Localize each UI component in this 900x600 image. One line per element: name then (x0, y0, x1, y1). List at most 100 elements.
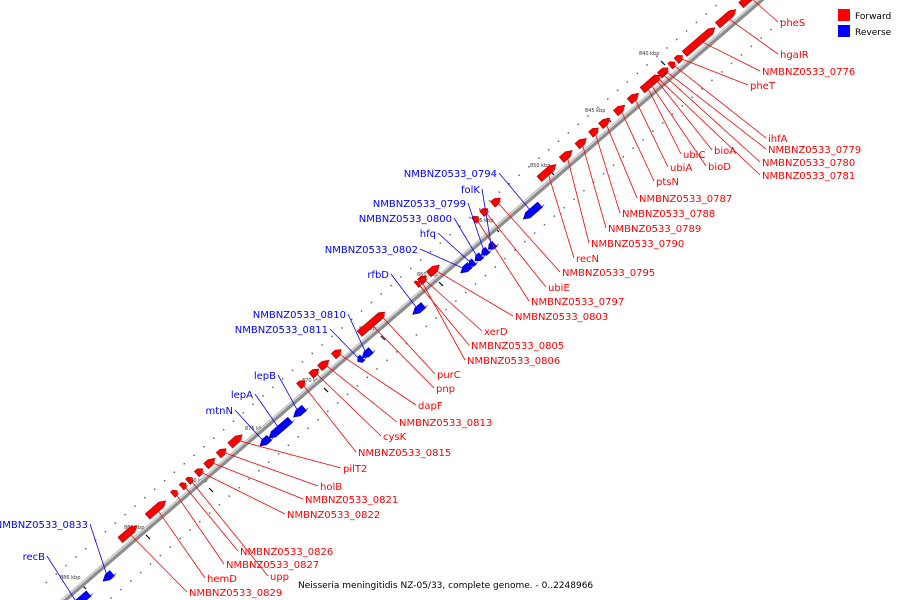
minor-tick (311, 352, 314, 355)
gene-mtnn-top (266, 437, 274, 445)
minor-tick (622, 155, 625, 158)
minor-tick (498, 191, 501, 193)
minor-tick (386, 359, 388, 362)
minor-tick (656, 55, 658, 58)
minor-tick (597, 106, 599, 109)
tick-label: 855 kbp (473, 218, 493, 224)
minor-tick (750, 45, 753, 48)
gene-nmbnz0533-0829-top (122, 529, 137, 543)
leader-hgair (726, 17, 779, 55)
gene-dapf-top (335, 352, 342, 359)
gene-layer (75, 0, 753, 600)
major-tick (145, 534, 151, 540)
minor-tick (85, 547, 87, 550)
minor-tick (602, 172, 605, 175)
gene-label-nmbnz0533-0787: NMBNZ0533_0787 (639, 194, 732, 205)
tick-label: 850 kbp (530, 163, 550, 169)
leader-nmbnz0533-0797 (475, 218, 530, 302)
leader-ihfa (672, 63, 767, 139)
minor-tick (222, 429, 225, 431)
gene-label-phes: pheS (780, 18, 805, 29)
gene-nmbnz0533-0815 (296, 380, 306, 390)
minor-tick (577, 123, 579, 126)
minor-tick (464, 291, 467, 294)
gene-nmbnz0533-0802-top (467, 264, 475, 272)
minor-tick (681, 105, 684, 107)
gene-label-dapf: dapF (418, 401, 443, 412)
minor-tick (149, 563, 152, 565)
gene-hgair-top (719, 12, 736, 29)
minor-tick (267, 461, 270, 463)
leader-nmbnz0533-0813 (324, 363, 398, 423)
minor-tick (695, 21, 698, 24)
leader-nmbnz0533-0821 (210, 461, 304, 500)
gene-label-pnp: pnp (436, 384, 455, 395)
leader-nmbnz0533-0806 (420, 280, 466, 361)
minor-tick (55, 573, 57, 575)
minor-tick (248, 478, 250, 480)
leader-recb (46, 555, 76, 600)
leader-mtnn (234, 409, 265, 443)
minor-tick (760, 37, 762, 39)
leader-nmbnz0533-0789 (581, 142, 607, 229)
minor-tick (770, 28, 772, 31)
leader-nmbnz0533-0822 (199, 471, 286, 515)
legend: Forward Reverse (838, 9, 892, 38)
gene-label-hfq: hfq (420, 229, 436, 240)
minor-tick (705, 13, 707, 15)
leader-ubia (633, 97, 669, 168)
leader-nmbnz0533-0826 (183, 484, 239, 552)
leader-rfbd (390, 273, 419, 310)
leader-ubie (484, 210, 547, 288)
legend-reverse-swatch (838, 25, 850, 37)
minor-tick (445, 308, 447, 311)
gene-label-nmbnz0533-0779: NMBNZ0533_0779 (768, 145, 861, 156)
leader-nmbnz0533-0799 (467, 202, 485, 253)
leader-phes (752, 0, 779, 23)
gene-label-upp: upp (270, 572, 289, 583)
leader-biod (649, 83, 707, 167)
gene-label-nmbnz0533-0797: NMBNZ0533_0797 (531, 297, 624, 308)
backbone-layer (60, 0, 765, 600)
minor-tick (124, 513, 126, 516)
minor-tick (557, 140, 560, 143)
leader-folk (481, 188, 492, 247)
gene-nmbnz0533-0794-top (529, 204, 545, 218)
gene-label-nmbnz0533-0805: NMBNZ0533_0805 (471, 341, 564, 352)
minor-tick (524, 240, 526, 243)
gene-ubia-top (631, 96, 639, 104)
leader-hfq (437, 232, 472, 264)
minor-tick (587, 115, 589, 117)
minor-tick (563, 206, 565, 209)
minor-tick (277, 452, 280, 455)
leader-recn (547, 171, 575, 259)
gene-lepb-top (300, 407, 309, 416)
leader-nmbnz0533-0780 (661, 72, 761, 163)
gene-label-nmbnz0533-0789: NMBNZ0533_0789 (608, 224, 701, 235)
minor-tick (666, 47, 668, 49)
gene-nmbnz0533-0810-top (368, 349, 376, 357)
minor-tick (780, 20, 782, 22)
minor-tick (543, 223, 546, 226)
leader-ubic (646, 85, 682, 155)
leader-nmbnz0533-0787 (604, 121, 638, 199)
minor-tick (360, 310, 363, 312)
gene-nmbnz0533-0813-top (322, 363, 329, 371)
minor-tick (504, 257, 506, 260)
gene-label-hemd: hemD (207, 574, 237, 585)
minor-tick (573, 198, 575, 200)
minor-tick (199, 520, 201, 523)
minor-tick (346, 393, 349, 396)
minor-tick (110, 597, 112, 599)
gene-label-nmbnz0533-0802: NMBNZ0533_0802 (325, 245, 418, 256)
minor-tick (163, 479, 166, 482)
leader-nmbnz0533-0795 (496, 200, 561, 273)
minor-tick (538, 157, 540, 160)
gene-ptsn-top (617, 108, 625, 116)
minor-tick (730, 62, 733, 65)
leader-nmbnz0533-0776 (699, 40, 761, 72)
minor-tick (691, 96, 693, 99)
gene-label-nmbnz0533-0799: NMBNZ0533_0799 (373, 199, 466, 210)
gene-phet (673, 55, 683, 64)
